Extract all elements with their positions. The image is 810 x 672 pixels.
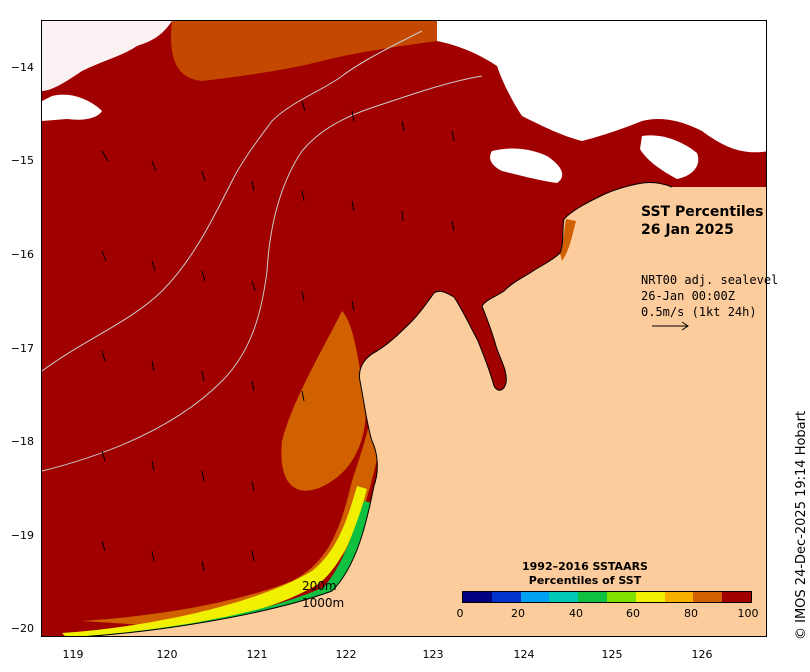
inlet-warm-fringe [560, 219, 576, 261]
credit-text: © IMOS 24-Dec-2025 19:14 Hobart [794, 410, 809, 640]
lon-tick-label: 119 [62, 648, 84, 661]
cloud-patch [437, 21, 766, 153]
cloud-patch [640, 135, 699, 179]
north-warm-band [171, 21, 437, 81]
map-canvas [42, 21, 766, 636]
coastal-orange-band [82, 401, 387, 626]
colorbar-tick-label: 80 [684, 607, 698, 620]
current-source-info: NRT00 adj. sealevel 26-Jan 00:00Z 0.5m/s… [641, 272, 778, 320]
land-mass [92, 182, 766, 636]
source-name: NRT00 adj. sealevel [641, 273, 779, 287]
colorbar-segment [549, 592, 579, 602]
colorbar-segment [578, 592, 607, 602]
lon-tick-label: 123 [422, 648, 444, 661]
colorbar [462, 591, 752, 603]
source-time: 26-Jan 00:00Z [641, 289, 735, 303]
vector-scale-label: 0.5m/s (1kt 24h) [641, 305, 757, 319]
lat-tick-label: −18 [10, 435, 34, 448]
colorbar-segment [722, 592, 751, 602]
title-date: 26 Jan 2025 [641, 222, 734, 238]
lon-tick-label: 121 [246, 648, 268, 661]
vector-scale-arrow [652, 321, 689, 331]
colorbar-segment [635, 592, 665, 602]
lat-tick-label: −19 [10, 529, 34, 542]
lat-tick-label: −20 [10, 622, 34, 635]
lat-tick-label: −14 [10, 61, 34, 74]
colorbar-segment [693, 592, 723, 602]
colorbar-segment [463, 592, 492, 602]
colorbar-title-line1: 1992–2016 SSTAARS [522, 560, 648, 573]
current-vectors [101, 100, 455, 572]
contour-200m [42, 75, 483, 472]
colorbar-title-line2: Percentiles of SST [528, 574, 642, 587]
map-panel[interactable] [41, 20, 767, 637]
colorbar-segment [520, 592, 550, 602]
colorbar-tick-label: 40 [569, 607, 583, 620]
cloud-patch [42, 94, 102, 121]
lon-tick-label: 120 [156, 648, 178, 661]
title-product: SST Percentiles [641, 204, 764, 220]
coastline [85, 182, 673, 636]
lon-tick-label: 124 [513, 648, 535, 661]
lat-tick-label: −16 [10, 248, 34, 261]
map-title: SST Percentiles 26 Jan 2025 [641, 203, 764, 239]
colorbar-segment [491, 592, 521, 602]
lon-tick-label: 126 [691, 648, 713, 661]
colorbar-segment [606, 592, 636, 602]
contour-label-200m: 200m [302, 579, 337, 593]
colorbar-tick-label: 100 [737, 607, 759, 620]
colorbar-tick-label: 60 [626, 607, 640, 620]
lat-tick-label: −17 [10, 342, 34, 355]
colorbar-segment [664, 592, 694, 602]
contour-1000m [42, 30, 423, 372]
colorbar-title: 1992–2016 SSTAARS Percentiles of SST [500, 560, 670, 588]
cloud-patch [42, 21, 172, 91]
lon-tick-label: 125 [601, 648, 623, 661]
cloud-patch [490, 148, 563, 183]
lat-tick-label: −15 [10, 154, 34, 167]
colorbar-tick-label: 20 [511, 607, 525, 620]
contour-label-1000m: 1000m [302, 596, 345, 610]
lon-tick-label: 122 [335, 648, 357, 661]
warm-patch [281, 311, 366, 491]
contour-legend: 200m 1000m [302, 578, 344, 612]
colorbar-tick-label: 0 [456, 607, 464, 620]
